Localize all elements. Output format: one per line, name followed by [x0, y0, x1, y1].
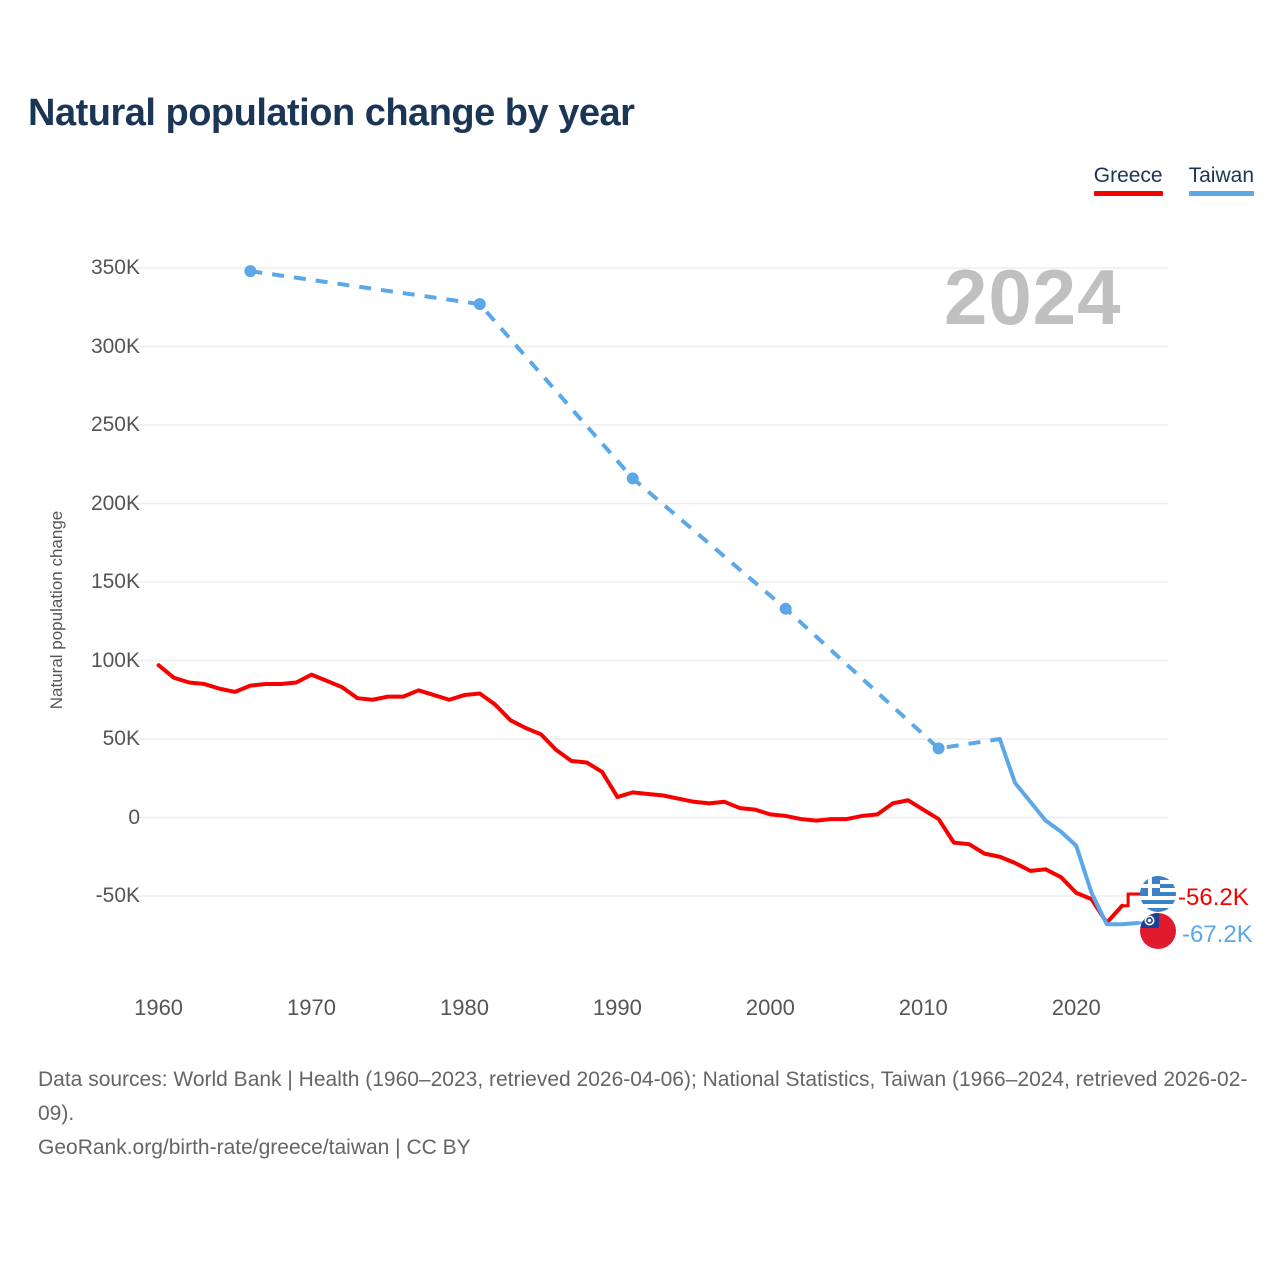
legend-item-taiwan[interactable]: Taiwan [1188, 164, 1254, 196]
end-label-greece: -56.2K [1178, 884, 1249, 911]
legend-item-greece[interactable]: Greece [1093, 164, 1163, 196]
x-axis-tick-label: 2020 [1051, 995, 1101, 1020]
y-axis-tick-label: 150K [90, 570, 140, 593]
greece-flag-icon [1140, 876, 1176, 912]
series-line-taiwan [997, 737, 1140, 927]
y-axis-tick-label: 250K [90, 413, 140, 436]
y-axis-title: Natural population change [47, 510, 66, 710]
year-watermark: 2024 [944, 253, 1122, 341]
data-point-marker[interactable] [932, 742, 945, 755]
footer: Data sources: World Bank | Health (1960–… [38, 1063, 1258, 1165]
series-line-taiwan-dashed [250, 269, 1001, 751]
legend-label-taiwan: Taiwan [1188, 164, 1254, 187]
legend-swatch-taiwan [1188, 191, 1254, 196]
series-connector-greece [1122, 892, 1140, 908]
data-point-marker[interactable] [779, 602, 792, 615]
data-point-marker[interactable] [626, 472, 639, 485]
gridlines [128, 267, 1168, 897]
y-axis-tick-label: 50K [102, 727, 140, 750]
legend-label-greece: Greece [1093, 164, 1163, 187]
x-axis-tick-label: 1960 [134, 995, 184, 1020]
series-line-greece [156, 663, 1125, 925]
end-label-taiwan: -67.2K [1182, 921, 1253, 948]
y-axis-tick-label: 350K [90, 256, 140, 279]
footer-attribution: GeoRank.org/birth-rate/greece/taiwan | C… [38, 1136, 471, 1159]
taiwan-flag-icon [1140, 913, 1176, 949]
x-axis-tick-label: 2000 [745, 995, 795, 1020]
y-axis-tick-label: 200K [90, 491, 140, 515]
y-axis-tick-label: 100K [90, 648, 140, 672]
y-axis-tick-label: 0 [128, 805, 140, 829]
footer-sources: Data sources: World Bank | Health (1960–… [38, 1068, 1248, 1125]
x-axis-tick-label: 1970 [287, 995, 336, 1020]
x-axis-tick-label: 1990 [592, 995, 642, 1020]
data-point-marker[interactable] [473, 298, 486, 311]
x-axis-tick-label: 2010 [898, 995, 948, 1020]
data-point-marker[interactable] [244, 265, 257, 278]
y-axis-tick-label: -50K [95, 884, 140, 907]
y-axis-tick-label: 300K [90, 334, 140, 358]
x-axis-tick-label: 1980 [439, 995, 489, 1020]
chart-legend: Greece Taiwan [1093, 164, 1254, 196]
legend-swatch-greece [1093, 191, 1163, 196]
series-layer [156, 265, 1147, 933]
page-title: Natural population change by year [28, 92, 635, 134]
